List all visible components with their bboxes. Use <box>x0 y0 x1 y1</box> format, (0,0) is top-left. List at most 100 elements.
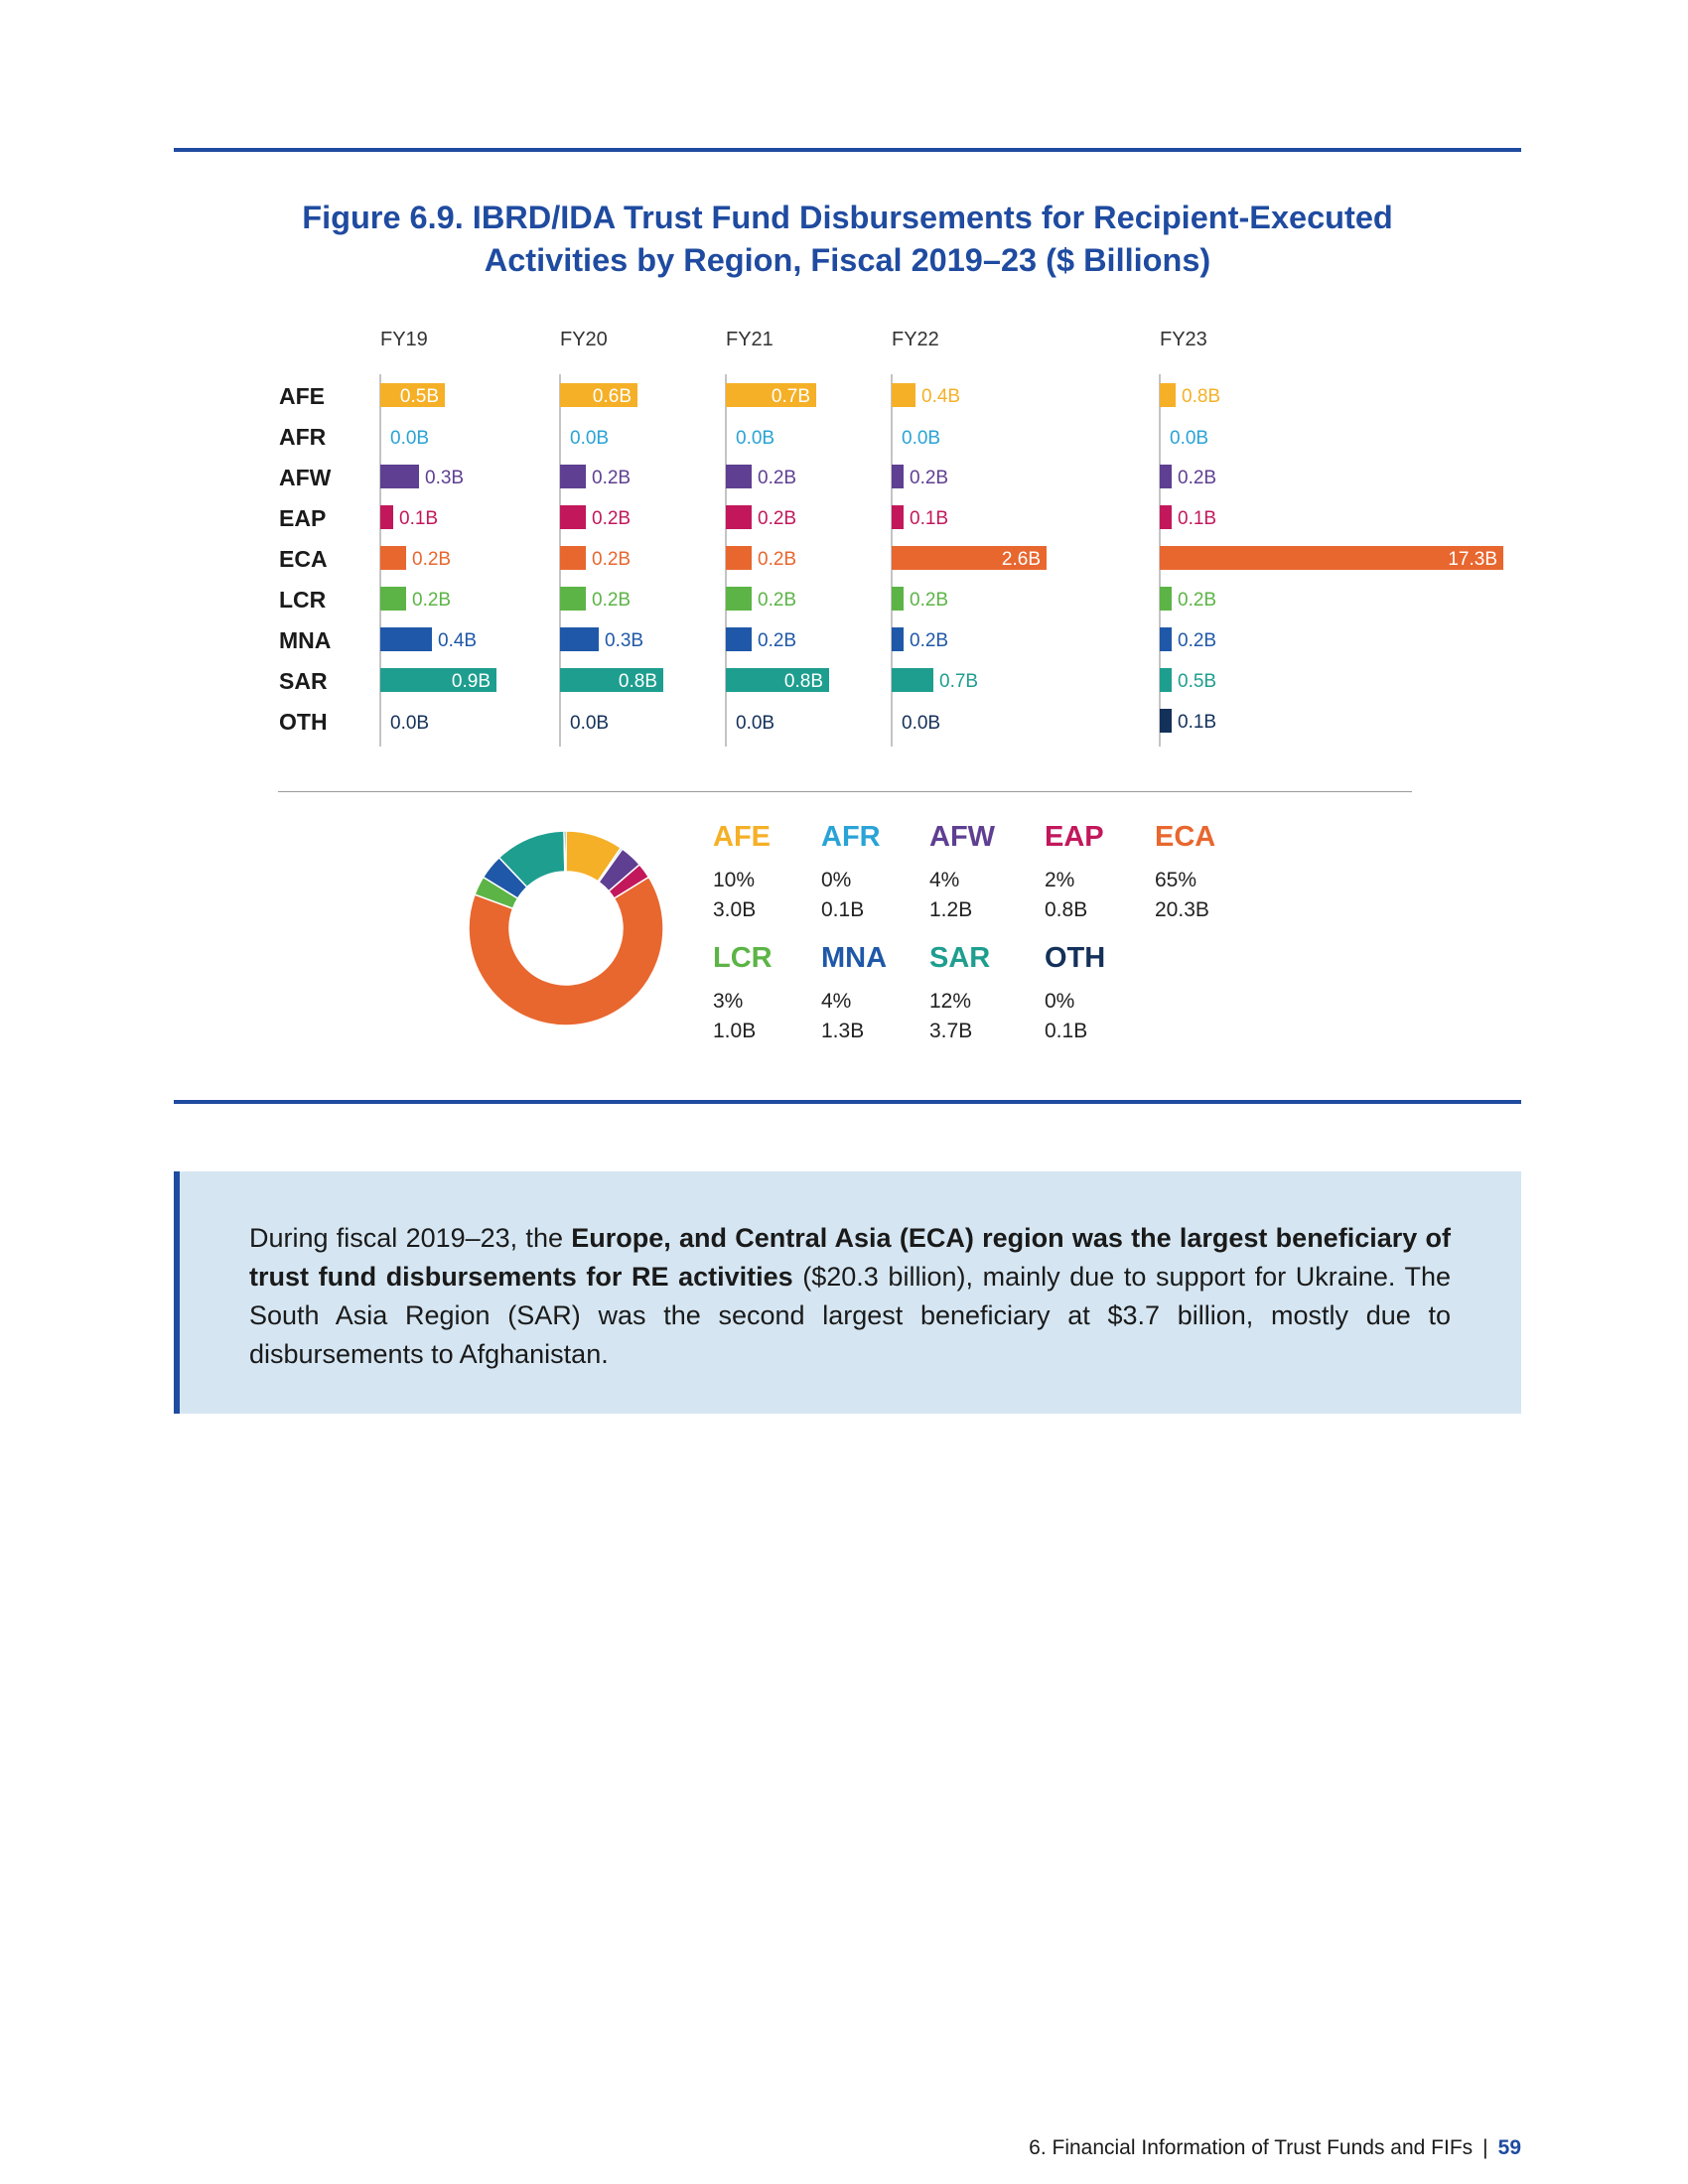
bar-label-fy21-oth: 0.0B <box>736 713 774 734</box>
legend-value-afe: 3.0B <box>713 898 757 921</box>
bar-label-fy20-mna: 0.3B <box>605 630 643 651</box>
bar-label-fy21-mna: 0.2B <box>758 630 796 651</box>
page-footer: 6. Financial Information of Trust Funds … <box>1029 2136 1521 2160</box>
legend-percent-lcr: 3% <box>713 990 744 1013</box>
row-label-afr: AFR <box>279 424 327 450</box>
bar-fy23-afe <box>1160 383 1176 407</box>
legend-item-lcr: LCR 3% 1.0B <box>713 941 832 1046</box>
bar-fy22-eap <box>892 505 904 529</box>
bar-label-fy23-eap: 0.1B <box>1178 508 1216 529</box>
legend-value-afr: 0.1B <box>821 898 865 921</box>
bar-label-fy20-afe: 0.6B <box>593 386 632 407</box>
callout-box: During fiscal 2019–23, the Europe, and C… <box>174 1171 1521 1414</box>
legend-percent-afw: 4% <box>929 869 960 891</box>
bar-fy22-afw <box>892 465 904 488</box>
bar-label-fy20-eca: 0.2B <box>592 549 631 570</box>
bar-label-fy21-eca: 0.2B <box>758 549 796 570</box>
panel-header-fy22: FY22 <box>892 329 939 350</box>
callout-text-bold: Europe, and Central Asia (ECA) region wa… <box>249 1223 1451 1292</box>
bar-label-fy22-sar: 0.7B <box>939 671 978 692</box>
legend-name-sar: SAR <box>929 942 991 974</box>
bar-fy20-eca <box>560 546 586 570</box>
row-label-afe: AFE <box>279 383 325 409</box>
panel-header-fy20: FY20 <box>560 329 608 350</box>
page-number: 59 <box>1497 2136 1521 2159</box>
figure-title-line1: Figure 6.9. IBRD/IDA Trust Fund Disburse… <box>302 200 1393 235</box>
bar-fy21-afw <box>726 465 752 488</box>
callout-text-part2: ($20.3 billion), mainly due to support f… <box>249 1262 1451 1369</box>
legend-percent-afe: 10% <box>713 869 756 891</box>
bar-label-fy20-lcr: 0.2B <box>592 590 631 611</box>
donut-chart <box>468 830 664 1026</box>
bar-fy19-afw <box>380 465 419 488</box>
bottom-rule <box>174 1100 1521 1104</box>
figure-title-line2: Activities by Region, Fiscal 2019–23 ($ … <box>484 242 1211 278</box>
bar-fy20-lcr <box>560 587 586 611</box>
bar-label-fy20-sar: 0.8B <box>619 671 657 692</box>
legend-value-eap: 0.8B <box>1045 898 1088 921</box>
row-label-oth: OTH <box>279 709 328 735</box>
bar-label-fy23-mna: 0.2B <box>1178 630 1216 651</box>
legend-percent-eap: 2% <box>1045 869 1075 891</box>
legend-item-eap: EAP 2% 0.8B <box>1045 820 1164 925</box>
bar-label-fy21-afe: 0.7B <box>772 386 810 407</box>
bar-fy23-eca <box>1160 546 1503 570</box>
legend-value-afw: 1.2B <box>929 898 973 921</box>
bar-label-fy20-afw: 0.2B <box>592 468 631 488</box>
callout-text-part1: During fiscal 2019–23, the <box>249 1223 572 1253</box>
bar-label-fy23-sar: 0.5B <box>1178 671 1216 692</box>
bar-label-fy19-mna: 0.4B <box>438 630 477 651</box>
legend-value-lcr: 1.0B <box>713 1020 757 1042</box>
legend-name-afr: AFR <box>821 821 881 853</box>
legend-value-sar: 3.7B <box>929 1020 973 1042</box>
bar-fy21-sar <box>726 668 829 692</box>
donut-slice-eca <box>468 876 664 1026</box>
bar-label-fy19-lcr: 0.2B <box>412 590 451 611</box>
legend-percent-oth: 0% <box>1045 990 1075 1013</box>
bar-fy20-eap <box>560 505 586 529</box>
bar-fy20-afw <box>560 465 586 488</box>
bar-label-fy20-oth: 0.0B <box>570 713 609 734</box>
top-rule <box>174 148 1521 152</box>
legend-value-oth: 0.1B <box>1045 1020 1088 1042</box>
bar-fy19-sar <box>380 668 496 692</box>
bar-fy22-afe <box>892 383 915 407</box>
bar-label-fy21-afr: 0.0B <box>736 428 774 449</box>
bar-fy19-mna <box>380 627 432 651</box>
bar-fy19-eap <box>380 505 393 529</box>
legend-value-mna: 1.3B <box>821 1020 865 1042</box>
legend-item-sar: SAR 12% 3.7B <box>929 941 1049 1046</box>
legend-name-afw: AFW <box>929 821 996 853</box>
footer-section: 6. Financial Information of Trust Funds … <box>1029 2136 1474 2159</box>
bar-label-fy20-afr: 0.0B <box>570 428 609 449</box>
panel-header-fy23: FY23 <box>1160 329 1207 350</box>
bar-fy22-eca <box>892 546 1047 570</box>
callout-text: During fiscal 2019–23, the Europe, and C… <box>249 1219 1451 1374</box>
figure-title: Figure 6.9. IBRD/IDA Trust Fund Disburse… <box>174 197 1521 282</box>
bar-label-fy19-eap: 0.1B <box>399 508 438 529</box>
legend-value-eca: 20.3B <box>1155 898 1209 921</box>
bar-label-fy22-afw: 0.2B <box>910 468 948 488</box>
bar-fy23-mna <box>1160 627 1172 651</box>
bar-label-fy21-afw: 0.2B <box>758 468 796 488</box>
bar-fy23-afw <box>1160 465 1172 488</box>
bar-label-fy21-sar: 0.8B <box>784 671 823 692</box>
bar-fy21-eca <box>726 546 752 570</box>
bar-label-fy22-oth: 0.0B <box>902 713 940 734</box>
bar-label-fy23-afr: 0.0B <box>1170 428 1208 449</box>
bar-fy23-sar <box>1160 668 1172 692</box>
bar-fy23-eap <box>1160 505 1172 529</box>
row-label-eca: ECA <box>279 546 328 572</box>
legend-percent-eca: 65% <box>1155 869 1197 891</box>
bar-fy21-lcr <box>726 587 752 611</box>
bar-label-fy19-afw: 0.3B <box>425 468 464 488</box>
donut-slice-oth <box>563 830 567 873</box>
panel-header-fy19: FY19 <box>380 329 428 350</box>
bar-label-fy19-oth: 0.0B <box>390 713 429 734</box>
bar-fy21-afe <box>726 383 816 407</box>
bar-fy22-lcr <box>892 587 904 611</box>
bar-fy23-oth <box>1160 709 1172 733</box>
bar-label-fy21-eap: 0.2B <box>758 508 796 529</box>
bar-label-fy22-afr: 0.0B <box>902 428 940 449</box>
bar-fy19-afe <box>380 383 445 407</box>
